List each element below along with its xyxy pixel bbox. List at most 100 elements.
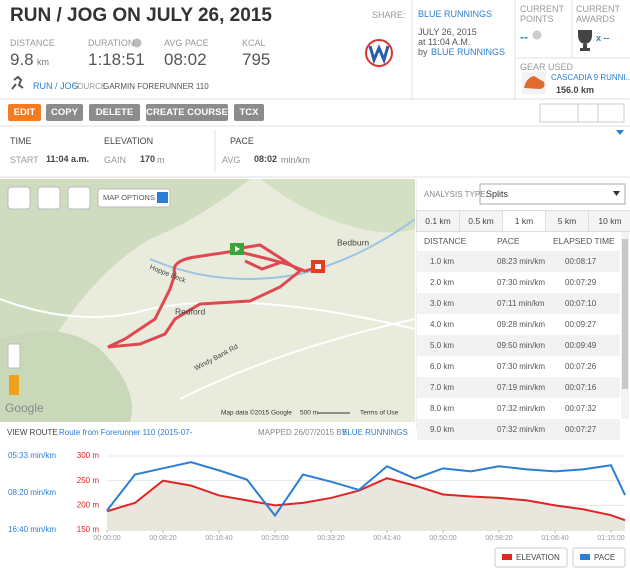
interval-tab[interactable]: 1 km — [502, 210, 546, 232]
splits-cell: 5.0 km — [430, 341, 455, 350]
toolbar-button[interactable]: COPY — [46, 104, 83, 121]
splits-row — [417, 251, 620, 272]
splits-cell: 3.0 km — [430, 299, 455, 308]
splits-row — [417, 398, 620, 419]
activity-type[interactable]: RUN / JOG — [33, 81, 79, 91]
splits-cell: 09:50 min/km — [497, 341, 546, 350]
splits-cell: 07:30 min/km — [497, 362, 546, 371]
splits-cell: 8.0 km — [430, 404, 455, 413]
toolbar-button[interactable]: EDIT — [8, 104, 41, 121]
awards-label: CURRENT AWARDS — [576, 4, 620, 24]
x-tick-label: 00:08:20 — [149, 535, 176, 542]
stat-value: 9.8 — [10, 50, 34, 69]
splits-cell: 7.0 km — [430, 383, 455, 392]
y2-tick-label: 05:33 min/km — [8, 451, 56, 460]
x-tick-label: 00:33:20 — [317, 535, 344, 542]
splits-cell: 07:19 min/km — [497, 383, 546, 392]
splits-cell: 2.0 km — [430, 278, 455, 287]
gear-label: GEAR USED — [520, 62, 574, 72]
splits-cell: 9.0 km — [430, 425, 455, 434]
interval-tab[interactable]: 10 km — [588, 210, 630, 232]
legend-swatch — [580, 554, 590, 560]
user-link[interactable]: BLUE RUNNINGS — [418, 9, 493, 19]
interval-tab[interactable]: 0.5 km — [459, 210, 503, 232]
stat-value: 795 — [242, 50, 271, 69]
stat-value: 08:02 — [164, 50, 207, 69]
splits-row — [417, 419, 620, 440]
legend-label: ELEVATION — [516, 553, 560, 562]
splits-cell: 6.0 km — [430, 362, 455, 371]
x-tick-label: 01:15:00 — [597, 535, 624, 542]
toolbar-button[interactable]: TCX — [234, 104, 264, 121]
legend-swatch — [502, 554, 512, 560]
mapped-by[interactable]: BLUE RUNNINGS — [342, 428, 408, 437]
avg-pace-unit: min/km — [281, 155, 310, 165]
splits-row — [417, 377, 620, 398]
splits-cell: 1.0 km — [430, 257, 455, 266]
splits-decor — [416, 179, 629, 429]
splits-cell: 09:28 min/km — [497, 320, 546, 329]
toolbar-button[interactable]: DELETE — [89, 104, 140, 121]
mapped-label: MAPPED 26/07/2015 BY — [258, 428, 347, 437]
avg-pace: 08:02 — [254, 154, 278, 164]
gain-label: GAIN — [104, 155, 127, 165]
elevation-label: ELEVATION — [104, 136, 154, 146]
splits-cell: 07:32 min/km — [497, 425, 546, 434]
by-user[interactable]: BLUE RUNNINGS — [431, 47, 506, 57]
activity-date: JULY 26, 2015 — [418, 27, 477, 37]
pace-label: PACE — [230, 136, 254, 146]
route-link[interactable]: Route from Forerunner 110 (2015-07- — [59, 428, 193, 437]
points-value: -- — [520, 30, 528, 44]
splits-cell: 00:07:16 — [565, 383, 597, 392]
x-tick-label: 00:00:00 — [93, 535, 120, 542]
analysis-value[interactable]: Splits — [486, 189, 509, 199]
time-label: TIME — [10, 136, 32, 146]
analysis-label: ANALYSIS TYPE: — [424, 190, 488, 199]
splits-row — [417, 272, 620, 293]
stat-label: AVG PACE — [164, 38, 209, 48]
splits-cell: 00:08:17 — [565, 257, 597, 266]
y-tick-label: 150 m — [77, 525, 100, 534]
splits-cell: 00:07:27 — [565, 425, 597, 434]
place-label: Bedburn — [337, 237, 369, 247]
gear-name[interactable]: CASCADIA 9 RUNNI... — [551, 73, 630, 82]
splits-row — [417, 335, 620, 356]
splits-cell: 00:09:49 — [565, 341, 597, 350]
stat-label: DURATION — [88, 38, 135, 48]
splits-cell: 07:30 min/km — [497, 278, 546, 287]
splits-cell: 00:07:32 — [565, 404, 597, 413]
legend-item — [572, 547, 626, 568]
toolbar-button[interactable]: CREATE COURSE — [146, 104, 228, 121]
x-tick-label: 00:58:20 — [485, 535, 512, 542]
x-tick-label: 00:41:40 — [373, 535, 400, 542]
splits-cell: 08:23 min/km — [497, 257, 546, 266]
title: RUN / JOG ON JULY 26, 2015 — [10, 5, 272, 26]
splits-row — [417, 293, 620, 314]
x-tick-label: 00:25:00 — [261, 535, 288, 542]
gain-unit: m — [157, 155, 165, 165]
splits-cell: 00:07:29 — [565, 278, 597, 287]
elevation-pace-chart: 150 m 200 m 250 m 300 m 16:40 min/km 08:20 mi… — [8, 451, 626, 568]
map-options: MAP OPTIONS — [103, 193, 155, 202]
x-tick-label: 00:16:40 — [205, 535, 232, 542]
route-label: VIEW ROUTE — [7, 428, 58, 437]
interval-tab[interactable]: 5 km — [545, 210, 589, 232]
stat-label: KCAL — [242, 38, 266, 48]
stat-label: DISTANCE — [10, 38, 55, 48]
start-label: START — [10, 155, 39, 165]
map-scale: 500 m — [300, 410, 318, 417]
by-label: by — [418, 47, 428, 57]
splits-cell: 00:09:27 — [565, 320, 597, 329]
x-tick-label: 00:50:00 — [429, 535, 456, 542]
header-decor — [0, 0, 630, 178]
series-line — [106, 477, 626, 522]
stat-value: 1:18:51 — [88, 50, 145, 69]
source-label: SOURCE — [72, 82, 107, 91]
interval-tab[interactable]: 0.1 km — [416, 210, 460, 232]
splits-row — [417, 356, 620, 377]
map-logo: Google — [5, 401, 44, 415]
legend-item — [494, 547, 568, 568]
gain: 170 — [140, 154, 156, 164]
